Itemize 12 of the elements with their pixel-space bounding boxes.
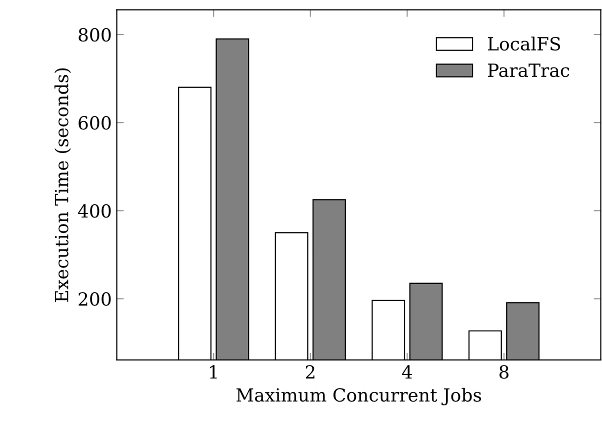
- y-tick-label: 800: [78, 28, 111, 42]
- x-tick-label: 2: [306, 365, 314, 379]
- y-tick-label: 200: [78, 292, 111, 306]
- x-tick-label: 4: [402, 365, 412, 379]
- y-tick-label: 400: [78, 204, 111, 218]
- legend-label: ParaTrac: [488, 64, 570, 78]
- x-axis-title: Maximum Concurrent Jobs: [236, 388, 482, 406]
- y-axis-title: Execution Time (seconds): [54, 68, 71, 302]
- x-tick-label: 8: [499, 365, 509, 379]
- x-tick-label: 1: [210, 365, 217, 379]
- legend-label: LocalFS: [488, 36, 560, 51]
- y-tick-label: 600: [78, 116, 111, 130]
